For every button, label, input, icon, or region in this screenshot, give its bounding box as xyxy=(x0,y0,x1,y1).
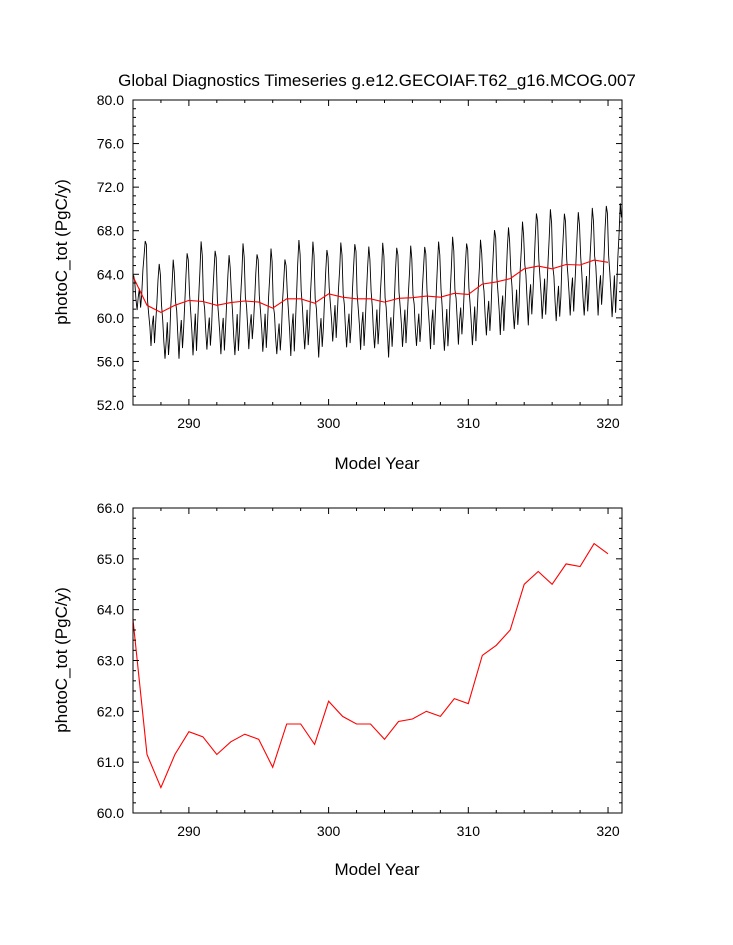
y-tick-label: 64.0 xyxy=(97,602,124,618)
annual-mean-line-top xyxy=(132,259,609,314)
y-tick-label: 66.0 xyxy=(97,500,124,516)
top-y-axis-label: photoC_tot (PgC/y) xyxy=(52,179,71,325)
bottom-plot-area xyxy=(132,542,609,790)
y-tick-label: 56.0 xyxy=(97,353,124,369)
top-chart: Global Diagnostics Timeseries g.e12.GECO… xyxy=(52,71,636,473)
y-tick-label: 52.0 xyxy=(97,397,124,413)
top-plot-area xyxy=(132,203,622,359)
y-tick-label: 60.0 xyxy=(97,310,124,326)
y-tick-label: 60.0 xyxy=(97,805,124,821)
x-tick-label: 320 xyxy=(596,415,620,431)
bottom-x-axis: 290 300 310 320 xyxy=(132,508,620,839)
y-tick-label: 72.0 xyxy=(97,179,124,195)
y-tick-label: 62.0 xyxy=(97,703,124,719)
x-tick-label: 320 xyxy=(596,823,620,839)
x-tick-label: 290 xyxy=(177,415,201,431)
top-chart-title: Global Diagnostics Timeseries g.e12.GECO… xyxy=(118,71,636,90)
y-tick-label: 80.0 xyxy=(97,92,124,108)
top-x-axis: 290 300 310 320 xyxy=(132,100,620,431)
bottom-x-axis-label: Model Year xyxy=(334,860,419,879)
bottom-chart: 290 300 310 320 60.0 61.0 62.0 63.0 64.0 65.0 66.… xyxy=(52,500,623,879)
y-tick-label: 63.0 xyxy=(97,653,124,669)
x-tick-label: 310 xyxy=(457,823,481,839)
top-y-axis: 52.0 56.0 60.0 64.0 68.0 72.0 76.0 80.0 xyxy=(97,92,622,413)
bottom-y-axis: 60.0 61.0 62.0 63.0 64.0 65.0 66.0 xyxy=(97,500,622,821)
bottom-chart-frame xyxy=(132,507,623,814)
y-tick-label: 64.0 xyxy=(97,266,124,282)
bottom-y-axis-label: photoC_tot (PgC/y) xyxy=(52,587,71,733)
x-tick-label: 300 xyxy=(317,823,341,839)
x-tick-label: 310 xyxy=(457,415,481,431)
x-tick-label: 300 xyxy=(317,415,341,431)
top-x-axis-label: Model Year xyxy=(334,454,419,473)
x-tick-label: 290 xyxy=(177,823,201,839)
y-tick-label: 61.0 xyxy=(97,754,124,770)
annual-mean-line-bottom xyxy=(132,542,609,790)
y-tick-label: 68.0 xyxy=(97,223,124,239)
top-chart-frame xyxy=(132,99,623,406)
monthly-series-line xyxy=(133,203,622,359)
y-tick-label: 65.0 xyxy=(97,551,124,567)
y-tick-label: 76.0 xyxy=(97,136,124,152)
